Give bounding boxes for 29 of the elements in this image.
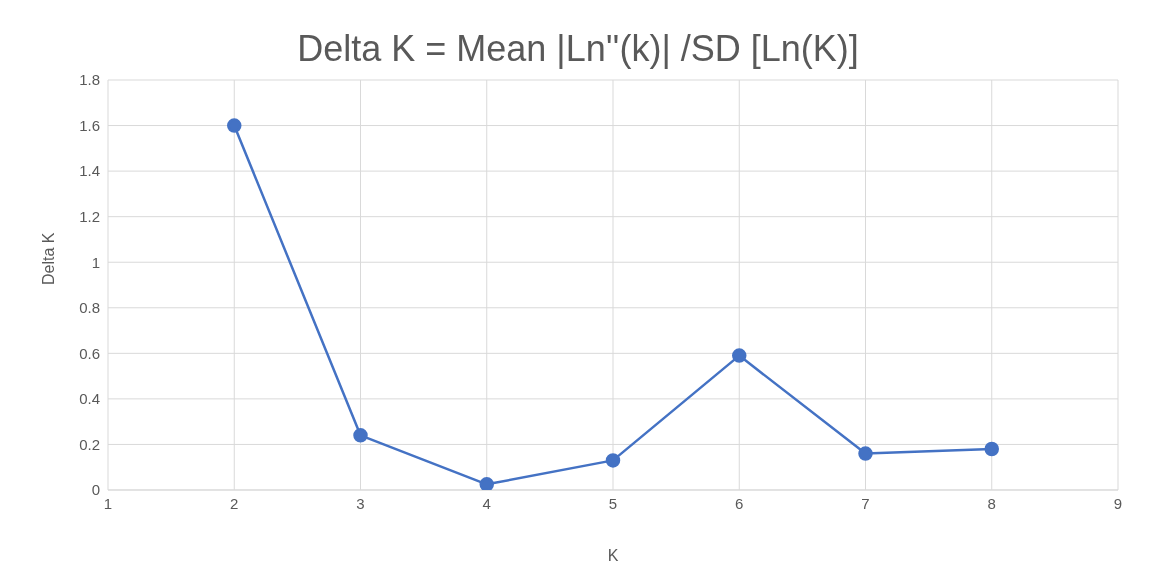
point	[479, 477, 494, 490]
point	[858, 446, 873, 461]
y-tick-label: 0.8	[79, 299, 100, 317]
x-tick-label: 1	[103, 494, 113, 512]
x-tick-label: 6	[735, 494, 744, 512]
y-tick-label: 1.4	[79, 162, 100, 180]
x-tick-label: 9	[1113, 494, 1123, 512]
x-tick-label: 2	[230, 494, 239, 512]
x-tick-label: 8	[987, 494, 996, 512]
chart-title: Delta K = Mean |Ln''(k)| /SD [Ln(K)]	[296, 27, 860, 70]
y-tick-label: 1	[91, 253, 100, 271]
y-tick-label: 0.6	[79, 344, 100, 362]
x-tick-label: 3	[356, 494, 365, 512]
point	[605, 453, 621, 468]
x-tick-label: 7	[861, 494, 870, 512]
y-tick-label: 1.2	[79, 207, 100, 225]
y-tick-label: 0.4	[79, 390, 100, 408]
x-tick-label: 4	[482, 494, 491, 512]
y-axis-title: Delta K	[39, 232, 57, 285]
y-tick-label: 1.8	[79, 71, 100, 89]
point	[227, 118, 242, 133]
y-tick-label: 0.2	[79, 435, 100, 453]
x-axis-title: K	[607, 547, 619, 565]
point	[984, 441, 999, 457]
point	[353, 428, 368, 443]
x-tick-label: 5	[608, 494, 618, 512]
point	[732, 348, 747, 363]
y-tick-label: 1.6	[79, 116, 100, 134]
y-tick-label: 0	[91, 481, 100, 499]
